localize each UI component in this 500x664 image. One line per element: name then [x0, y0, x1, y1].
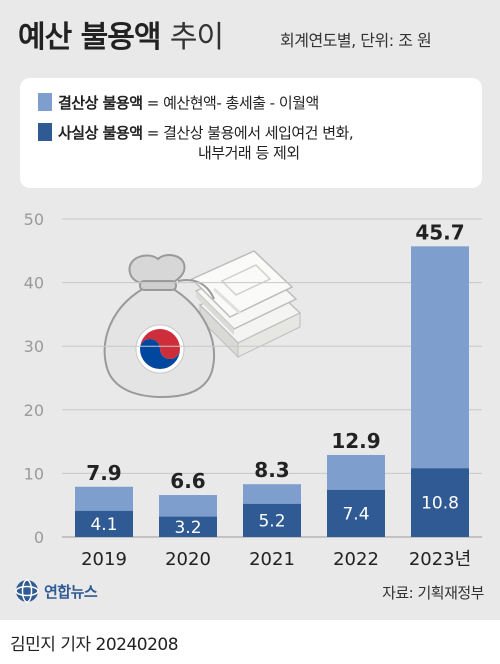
page-title: 예산 불용액 추이: [18, 12, 224, 56]
value-label-actual: 4.1: [90, 515, 117, 535]
money-illustration: [103, 250, 302, 399]
bar-chart: 0 10 20 30 40 50 7.9 4.1 2019 6.6 3.2 2020 8.3 5.2 202…: [24, 210, 482, 570]
y-tick-label: 10: [24, 464, 44, 483]
legend-swatch-actual: [38, 123, 52, 141]
value-label-actual: 5.2: [258, 511, 285, 531]
title-light: 추이: [169, 20, 224, 55]
value-label-actual: 3.2: [174, 518, 201, 538]
bar-actual: [75, 510, 133, 537]
legend-desc-actual: = 결산상 불용에서 세입여건 변화,: [142, 124, 354, 142]
legend-name-settled: 결산상 불용액: [58, 94, 143, 112]
logo-text: 연합뉴스: [44, 582, 98, 601]
subtitle: 회계연도별, 단위: 조 원: [280, 31, 432, 50]
legend-desc-actual-line2: 내부거래 등 제외: [198, 144, 300, 162]
legend-item-settled: 결산상 불용액 = 예산현액- 총세출 - 이월액: [38, 92, 319, 113]
value-label-settled: 8.3: [254, 458, 289, 482]
value-label-settled: 12.9: [331, 429, 380, 453]
bar-layer: [75, 246, 469, 537]
cash-stack-icon: [190, 250, 302, 359]
bar-actual: [327, 489, 385, 537]
byline: 김민지 기자 20240208: [10, 635, 179, 655]
value-label-actual: 7.4: [342, 504, 369, 524]
x-tick-label: 2021: [249, 549, 295, 570]
y-tick-label: 50: [24, 210, 44, 229]
label-layer: 0 10 20 30 40 50 7.9 4.1 2019 6.6 3.2 2020 8.3 5.2 202…: [24, 210, 472, 570]
value-label-settled: 7.9: [86, 461, 121, 485]
source-label: 자료: 기획재정부: [382, 584, 484, 602]
title-bold: 예산 불용액: [18, 20, 161, 55]
value-label-actual: 10.8: [421, 494, 459, 514]
value-label-settled: 45.7: [415, 220, 464, 244]
legend-swatch-settled: [38, 93, 52, 111]
yonhap-logo: 연합뉴스: [14, 578, 98, 604]
x-tick-label: 2023년: [409, 549, 471, 570]
x-tick-label: 2022: [333, 549, 379, 570]
legend-name-actual: 사실상 불용액: [58, 124, 143, 142]
value-label-settled: 6.6: [170, 469, 205, 493]
legend-item-actual: 사실상 불용액 = 결산상 불용에서 세입여건 변화,: [38, 122, 354, 143]
x-tick-label: 2020: [165, 549, 211, 570]
y-tick-label: 0: [34, 528, 44, 547]
bar-actual: [243, 503, 301, 537]
money-bag-icon: [103, 254, 216, 399]
y-tick-label: 40: [24, 274, 44, 293]
chart-panel: 예산 불용액 추이 회계연도별, 단위: 조 원 결산상 불용액 = 예산현액-…: [0, 0, 500, 620]
bar-actual: [411, 468, 469, 537]
y-tick-label: 30: [24, 337, 44, 356]
x-tick-label: 2019: [81, 549, 127, 570]
legend-desc-settled: = 예산현액- 총세출 - 이월액: [142, 94, 319, 112]
yonhap-globe-icon: [15, 579, 39, 603]
y-tick-label: 20: [24, 401, 44, 420]
bar-actual: [159, 516, 217, 537]
legend: 결산상 불용액 = 예산현액- 총세출 - 이월액 사실상 불용액 = 결산상 …: [20, 78, 482, 188]
